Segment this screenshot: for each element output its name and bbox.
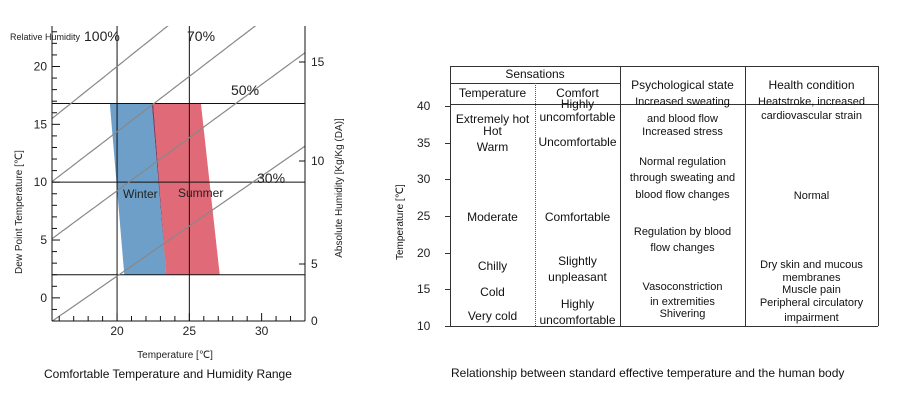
temperature-cell: Cold [480,285,505,299]
overlap-region [151,103,167,275]
table-column-divider-health [745,66,746,326]
header-temperature: Temperature [458,86,527,100]
x-tick-label: 25 [183,324,197,338]
summer-label: Summer [178,186,223,200]
table-y-tick-mark [445,106,450,107]
table-y-tick-label: 35 [417,135,431,150]
rh-axis-title: Relative Humidity [10,32,81,42]
y-tick-label: 5 [40,233,47,247]
psychological-cell: and blood flow [647,112,718,125]
psychological-cell: through sweating and [629,172,736,185]
comfort-cell: Comfortable [544,210,611,225]
comfort-cell: Uncomfortable [538,134,617,149]
health-cell: impairment [784,312,839,325]
rh-curve-30 [52,145,305,321]
temperature-cell: Chilly [477,258,508,273]
table-caption: Relationship between standard effective … [451,366,845,380]
health-cell: Muscle pain [782,284,841,297]
header-comfort: Comfort [556,86,599,100]
health-cell: Dry skin and mucous [760,258,863,271]
winter-region [109,103,167,275]
table-y-tick-mark [445,289,450,291]
temperature-cell: Hot [483,124,502,139]
rh-label-30: 30% [257,170,285,186]
rh-label-50: 50% [231,82,259,98]
header-psychological-state: Psychological state [631,78,734,92]
psychological-cell: flow changes [650,241,715,254]
sensation-table-area: Temperature [℃] 10 15 20 25 30 35 40 Sensations T… [395,60,885,335]
y2-axis-title: Absolute Humidity [Kg/Kg (DA)] [334,118,345,258]
table-y-tick-mark [445,326,450,327]
table-border-right [878,66,879,326]
comfort-cell: uncomfortable [539,110,616,125]
health-cell: membranes [782,271,841,284]
y2-tick-label: 0 [311,314,318,328]
psychological-cell: Increased stress [642,125,723,138]
table-y-tick-mark [445,252,450,254]
header-health-condition: Health condition [768,78,855,92]
psychological-cell: Normal regulation [639,155,726,168]
y2-tick-label: 5 [311,257,318,271]
y-tick-label: 15 [34,117,48,131]
comfort-cell: unpleasant [548,269,607,284]
comfort-cell: Highly [560,297,595,312]
rh-curve-100 [52,26,169,119]
health-cell: Normal [793,189,830,202]
rh-curve-50 [52,52,305,240]
table-y-tick-label: 40 [417,99,431,113]
table-border-left [450,66,451,326]
psychrometric-caption: Comfortable Temperature and Humidity Ran… [44,367,292,381]
psychological-cell: blood flow changes [635,188,730,201]
y2-tick-label: 10 [311,154,325,168]
psychological-cell: Increased sweating [635,95,730,108]
table-y-tick-mark [445,179,450,181]
table-column-divider-psych [620,66,621,326]
table-y-tick-mark [445,142,450,144]
rh-label-70: 70% [187,28,215,44]
comfort-cell: Highly [560,96,595,111]
psychological-cell: Vasoconstriction [642,281,723,294]
x-tick-label: 20 [110,324,124,338]
psychological-cell: Regulation by blood [633,226,732,239]
table-border-bottom [450,326,878,327]
table-y-tick-mark [445,216,450,217]
header-sensations: Sensations [505,67,565,81]
table-y-axis-title: Temperature [℃] [395,184,406,260]
health-cell: Heatstroke, increased [758,95,865,108]
health-cell: cardiovascular strain [761,110,862,123]
temperature-cell: Extremely hot [455,111,530,126]
rh-label-100: 100% [84,28,120,44]
health-cell: Peripheral circulatory [759,296,864,309]
table-y-tick-label: 25 [417,209,431,223]
temperature-cell: Very cold [467,309,518,324]
table-column-divider-comfort [535,83,536,326]
table-y-tick-label: 20 [417,245,431,260]
comfort-cell: uncomfortable [539,312,616,327]
temperature-cell: Warm [476,139,509,154]
y-tick-label: 20 [34,59,48,73]
rh-curve-70 [52,26,257,183]
y2-tick-label: 15 [311,55,325,69]
comfort-cell: Slightly [558,254,597,269]
table-border-top [450,66,878,67]
y-tick-label: 0 [40,291,47,305]
y-tick-label: 10 [34,175,48,189]
table-y-tick-label: 15 [417,282,431,297]
winter-label: Winter [123,187,158,201]
table-header-bottom [450,104,878,105]
x-tick-label: 30 [255,324,269,338]
psychological-cell: in extremities [650,296,715,308]
y-axis-title: Dew Point Temperature [℃] [14,150,25,274]
temperature-cell: Moderate [467,210,518,225]
table-y-tick-label: 30 [417,172,431,187]
table-y-tick-label: 10 [417,319,431,333]
x-axis-title: Temperature [℃] [137,350,213,361]
summer-region [153,103,220,275]
psychological-cell: Shivering [659,308,706,321]
